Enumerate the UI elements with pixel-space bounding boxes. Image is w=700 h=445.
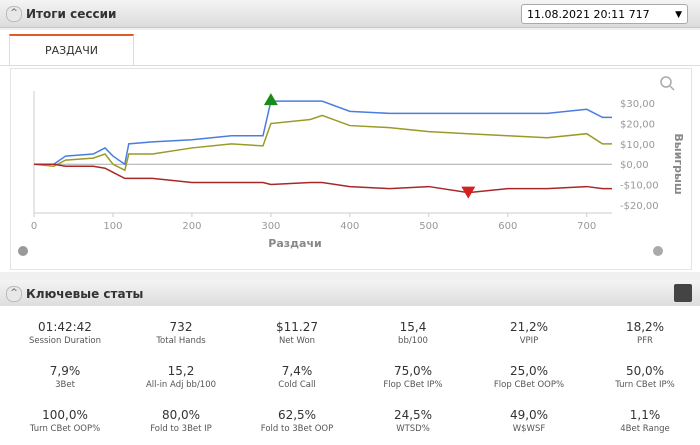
chart-panel: РАЗДАЧИ Раздачи Выигрыш 0 100 200 300 400 500… xyxy=(0,30,700,272)
stat-label: VPIP xyxy=(519,336,539,346)
stat: 100,0% Turn CBet OOP% xyxy=(7,408,123,434)
stat: 1,1% 4Bet Range xyxy=(587,408,700,434)
stat-value: 75,0% xyxy=(393,364,433,378)
max-marker xyxy=(263,93,278,106)
stat: 15,4 bb/100 xyxy=(355,320,471,346)
tab[interactable]: РАЗДАЧИ xyxy=(9,34,134,66)
stat-value: 24,5% xyxy=(393,408,433,422)
stat: 732 Total Hands xyxy=(123,320,239,346)
stat-value: 732 xyxy=(169,320,193,334)
stat-label: Flop CBet IP% xyxy=(383,380,443,390)
stat-value: 15,4 xyxy=(399,320,427,334)
x-tick-label: 600 xyxy=(498,221,517,232)
y-tick-label: -$10,00 xyxy=(620,181,659,192)
y-tick-label: $0,00 xyxy=(620,160,649,171)
series-line xyxy=(34,163,612,194)
layout-button[interactable] xyxy=(674,284,692,302)
y-tick-label: $20,00 xyxy=(620,120,655,131)
y-tick-label: -$20,00 xyxy=(620,201,659,212)
stat-value: 7,9% xyxy=(49,364,81,378)
x-tick-label: 400 xyxy=(340,221,359,232)
stats-grid: 01:42:42 Session Duration 732 Total Hands $1… xyxy=(0,306,700,445)
x-tick-label: 200 xyxy=(182,221,201,232)
stat-label: Total Hands xyxy=(156,336,206,346)
stat-label: Turn CBet OOP% xyxy=(29,424,101,434)
stat: 80,0% Fold to 3Bet IP xyxy=(123,408,239,434)
series-line xyxy=(34,100,612,166)
stat-label: PFR xyxy=(637,336,653,346)
header-bar: ^ Итоги сессии 11.08.2021 20:11 717 разд… xyxy=(0,0,700,41)
y-tick-label: $10,00 xyxy=(620,140,655,151)
stat-value: 18,2% xyxy=(625,320,665,334)
stat: 75,0% Flop CBet IP% xyxy=(355,364,471,390)
stat-label: Fold to 3Bet OOP xyxy=(260,424,334,434)
series-line xyxy=(33,114,612,172)
stat-value: 62,5% xyxy=(277,408,317,422)
stat-value: 7,4% xyxy=(281,364,313,378)
x-tick-label: 100 xyxy=(103,221,122,232)
stat: $11.27 Net Won xyxy=(239,320,355,346)
stat-label: Flop CBet OOP% xyxy=(493,380,565,390)
stat-value: 15,2 xyxy=(167,364,195,378)
stat-value: 100,0% xyxy=(42,408,88,422)
stats-title: Ключевые статы xyxy=(26,287,144,301)
settings-icon[interactable] xyxy=(18,246,28,256)
stat-label: Turn CBet IP% xyxy=(615,380,675,390)
x-tick-label: 700 xyxy=(577,221,596,232)
stat-label: Fold to 3Bet IP xyxy=(150,424,212,434)
chart-box: Раздачи Выигрыш 0 100 200 300 400 500 600 700 -$… xyxy=(10,68,692,270)
session-select[interactable]: 11.08.2021 20:11 717 раздач)▼ xyxy=(521,4,688,41)
stat-label: bb/100 xyxy=(398,336,428,346)
stat-label: All-in Adj bb/100 xyxy=(145,380,217,390)
x-tick-label: 500 xyxy=(419,221,438,232)
stat: 7,9% 3Bet xyxy=(7,364,123,390)
info-icon[interactable] xyxy=(653,246,663,256)
stat-label: Cold Call xyxy=(278,380,316,390)
stat: 21,2% VPIP xyxy=(471,320,587,346)
header-title: Итоги сессии xyxy=(26,7,117,21)
x-tick-label: 300 xyxy=(261,221,280,232)
stat-label: Session Duration xyxy=(28,336,102,346)
zoom-icon[interactable] xyxy=(660,76,672,88)
stat-value: 21,2% xyxy=(509,320,549,334)
stat: 01:42:42 Session Duration xyxy=(7,320,123,346)
stat: 25,0% Flop CBet OOP% xyxy=(471,364,587,390)
stats-bar: ^ Ключевые статы xyxy=(0,280,700,308)
stat-label: 3Bet xyxy=(55,380,75,390)
stat: 15,2 All-in Adj bb/100 xyxy=(123,364,239,390)
stat: 7,4% Cold Call xyxy=(239,364,355,390)
chart: Раздачи Выигрыш 0 100 200 300 400 500 600 700 -$… xyxy=(18,76,685,256)
collapse-icon[interactable]: ^ xyxy=(6,6,22,22)
stat: 62,5% Fold to 3Bet OOP xyxy=(239,408,355,434)
stat-value: $11.27 xyxy=(276,320,318,334)
stat: 18,2% PFR xyxy=(587,320,700,346)
x-axis-label: Раздачи xyxy=(268,237,321,250)
stat-value: 1,1% xyxy=(629,408,661,422)
stat: 49,0% W$WSF xyxy=(471,408,587,434)
stat: 50,0% Turn CBet IP% xyxy=(587,364,700,390)
stat-label: WTSD% xyxy=(396,424,430,434)
y-axis-label: Выигрыш xyxy=(672,133,685,194)
stat-label: 4Bet Range xyxy=(620,424,670,434)
stat: 24,5% WTSD% xyxy=(355,408,471,434)
stat-label: W$WSF xyxy=(512,424,546,434)
x-tick-label: 0 xyxy=(31,221,37,232)
min-marker xyxy=(461,186,476,199)
stat-value: 01:42:42 xyxy=(38,320,92,334)
stat-label: Net Won xyxy=(278,336,316,346)
stat-value: 25,0% xyxy=(509,364,549,378)
y-tick-label: $30,00 xyxy=(620,99,655,110)
stat-value: 50,0% xyxy=(625,364,665,378)
stat-value: 49,0% xyxy=(509,408,549,422)
stat-value: 80,0% xyxy=(161,408,201,422)
collapse-icon[interactable]: ^ xyxy=(6,286,22,302)
